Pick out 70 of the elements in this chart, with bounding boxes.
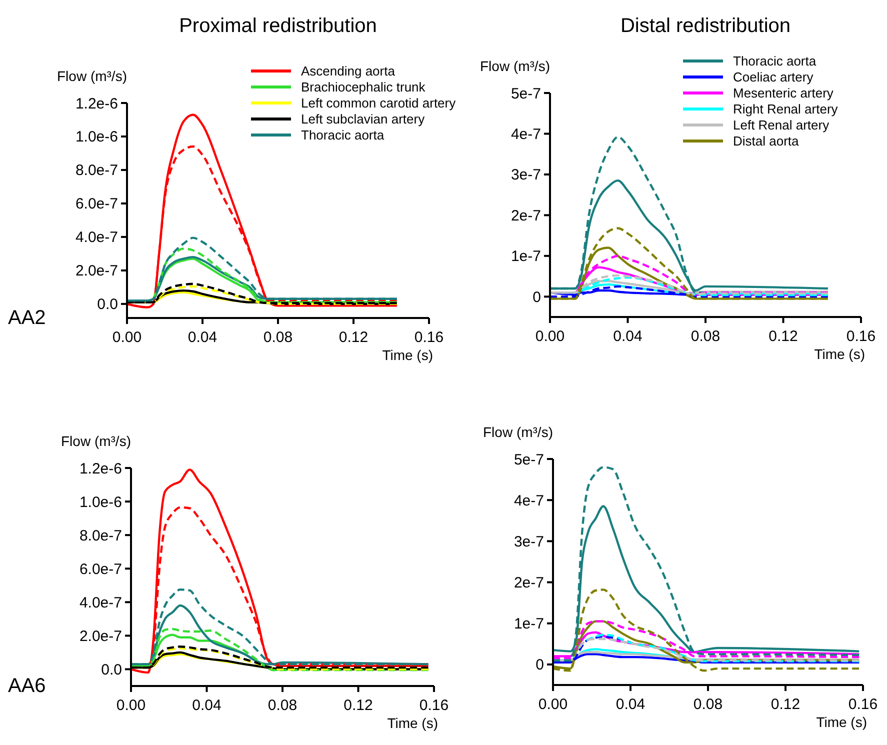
legend-label: Right Renal artery	[733, 102, 838, 117]
y-tick-label: 5e-7	[510, 85, 541, 102]
x-tick-label: 0.04	[616, 696, 646, 713]
x-axis-title: Time (s)	[814, 346, 865, 362]
x-tick-label: 0.16	[414, 329, 444, 346]
y-tick-label: 1.0e-6	[75, 128, 118, 146]
y-tick-label: 0	[536, 656, 544, 674]
x-tick-label: 0.08	[263, 329, 293, 346]
x-tick-label: 0.08	[693, 696, 723, 713]
x-tick-label: 0.00	[535, 328, 565, 345]
chart-title: Distal redistribution	[620, 15, 791, 37]
chart-title: Proximal redistribution	[179, 15, 377, 37]
x-tick-label: 0.04	[613, 328, 642, 345]
x-tick-label: 0.12	[338, 329, 368, 346]
text: AA2	[8, 307, 46, 329]
y-tick-label: 3e-7	[510, 166, 541, 184]
legend-label: Thoracic aorta	[733, 54, 817, 69]
y-tick-label: 2e-7	[514, 574, 544, 592]
legend-label: Left Renal artery	[733, 118, 830, 133]
x-tick-label: 0.16	[848, 696, 878, 713]
x-tick-label: 0.12	[344, 697, 373, 714]
y-tick-label: 1e-7	[514, 616, 544, 633]
legend-label: Left common carotid artery	[301, 96, 456, 111]
y-tick-label: 2.0e-7	[75, 262, 118, 280]
y-tick-label: 1.0e-6	[79, 494, 122, 511]
y-tick-label: 4.0e-7	[75, 229, 118, 246]
y-tick-label: 4.0e-7	[79, 594, 122, 612]
y-tick-label: 4e-7	[514, 492, 544, 510]
x-tick-label: 0.12	[768, 328, 798, 345]
y-tick-label: 0.0	[101, 661, 122, 678]
x-tick-label: 0.04	[192, 697, 222, 714]
x-axis-title: Time (s)	[816, 714, 867, 730]
y-tick-label: 2.0e-7	[79, 628, 122, 645]
y-tick-label: 4e-7	[510, 126, 541, 143]
y-axis-title: Flow (m³/s)	[480, 58, 550, 74]
x-tick-label: 0.12	[770, 696, 800, 713]
legend-label: Ascending aorta	[301, 64, 396, 79]
y-tick-label: 1.2e-6	[79, 460, 122, 478]
text: AA6	[8, 675, 46, 697]
x-axis-title: Time (s)	[382, 347, 433, 363]
legend-label: Distal aorta	[733, 134, 800, 149]
line-series	[552, 466, 860, 662]
y-tick-label: 3e-7	[514, 533, 544, 550]
y-tick-label: 8.0e-7	[79, 527, 122, 544]
x-tick-label: 0.08	[268, 697, 298, 714]
legend-label: Left subclavian artery	[301, 112, 426, 127]
y-tick-label: 6.0e-7	[75, 196, 118, 213]
y-tick-label: 1e-7	[510, 248, 541, 266]
y-tick-label: 6.0e-7	[79, 560, 122, 578]
x-tick-label: 0.08	[690, 328, 720, 345]
x-tick-label: 0.16	[846, 328, 876, 345]
legend-label: Coeliac artery	[733, 70, 814, 85]
y-axis-title: Flow (m³/s)	[61, 433, 131, 449]
x-tick-label: 0.00	[116, 697, 146, 714]
legend-label: Thoracic aorta	[301, 128, 385, 143]
y-tick-label: 0	[532, 288, 541, 306]
x-tick-label: 0.00	[112, 329, 142, 346]
y-tick-label: 8.0e-7	[75, 162, 118, 180]
y-axis-title: Flow (m³/s)	[57, 68, 127, 84]
y-axis-title: Flow (m³/s)	[483, 424, 553, 440]
y-tick-label: 1.2e-6	[75, 95, 118, 112]
x-tick-label: 0.00	[538, 696, 568, 713]
x-tick-label: 0.04	[188, 329, 218, 346]
legend-label: Mesenteric artery	[733, 86, 834, 101]
y-tick-label: 0.0	[97, 296, 118, 314]
y-tick-label: 2e-7	[510, 207, 541, 224]
legend-label: Brachiocephalic trunk	[301, 80, 426, 95]
y-tick-label: 5e-7	[514, 451, 544, 468]
x-tick-label: 0.16	[419, 697, 449, 714]
x-axis-title: Time (s)	[387, 715, 438, 731]
